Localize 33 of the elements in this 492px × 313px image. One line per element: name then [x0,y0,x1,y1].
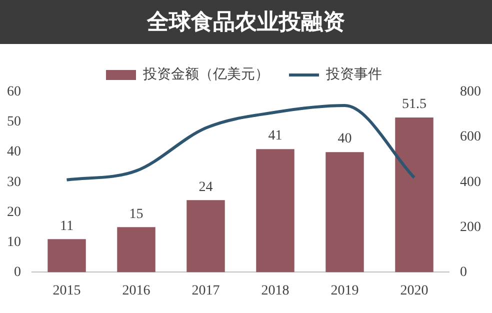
data-label: 51.5 [402,97,426,112]
y-tick-label: 20 [7,204,21,220]
y2-tick-label: 200 [460,220,481,235]
data-label: 15 [129,206,144,222]
bar [186,200,225,272]
legend-label: 投资金额（亿美元） [142,66,269,83]
y2-tick-label: 0 [460,264,467,280]
x-tick-label: 2019 [330,283,359,298]
bar [395,118,434,272]
bar [117,227,156,272]
bar [48,239,86,272]
y-tick-label: 0 [14,264,21,280]
data-label: 40 [338,132,352,147]
legend-label: 投资事件 [325,66,382,83]
x-tick-label: 2017 [192,283,220,298]
chart-title: 全球食品农业投融资 [0,0,492,44]
y2-tick-label: 600 [460,130,481,145]
x-tick-label: 2018 [261,283,290,298]
y-tick-label: 30 [7,174,21,190]
y2-tick-label: 800 [460,84,481,100]
y-tick-label: 40 [7,144,21,160]
data-label: 24 [198,180,213,195]
data-label: 11 [60,218,74,234]
x-tick-label: 2016 [122,283,150,298]
y-tick-label: 60 [7,84,21,100]
data-label: 41 [268,128,282,144]
y2-tick-label: 400 [460,174,481,190]
y-tick-label: 50 [7,114,21,130]
x-tick-label: 2020 [400,283,428,298]
bar [256,149,294,272]
x-tick-label: 2015 [52,283,81,298]
bar [326,152,364,272]
y-tick-label: 10 [7,234,21,250]
